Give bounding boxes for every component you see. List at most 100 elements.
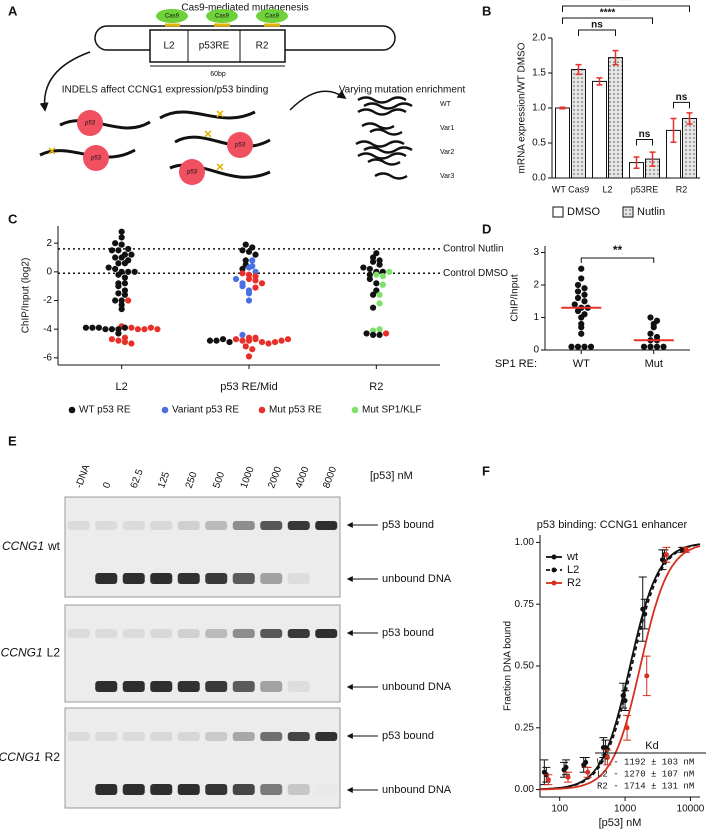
data-point (95, 324, 103, 331)
legend-marker (161, 406, 169, 414)
data-point (125, 297, 132, 304)
mutation-mark: × (48, 143, 56, 159)
gel-band (122, 732, 145, 741)
segment-label: L2 (163, 41, 175, 52)
segment-label: R2 (256, 41, 269, 52)
data-point (574, 281, 582, 289)
gel-band (177, 573, 200, 584)
data-point (360, 264, 367, 271)
y-axis-label: mRNA expression/WT DMSO (517, 42, 528, 173)
gel-row-label: CCNG1 wt (2, 539, 61, 553)
x-tick-label: WT (573, 358, 590, 370)
x-axis-label: SP1 RE: (495, 358, 537, 370)
gel-band (232, 521, 255, 530)
chart-title: p53 binding: CCNG1 enhancer (537, 519, 688, 531)
data-point (245, 271, 253, 278)
y-tick-label: -6 (43, 352, 52, 363)
data-point (373, 280, 380, 287)
data-point (128, 340, 135, 347)
lane-label: 62.5 (129, 467, 146, 489)
data-point (115, 271, 122, 278)
x-tick-label: L2 (602, 184, 612, 194)
variant-label: Var3 (440, 173, 454, 180)
p53-protein (179, 159, 205, 185)
protein-label: p53 (90, 156, 102, 162)
data-point (249, 346, 256, 353)
x-tick-label: WT Cas9 (552, 184, 589, 194)
x-tick-label: 10000 (677, 804, 705, 815)
data-point (115, 326, 122, 333)
lane-label: 8000 (321, 465, 339, 490)
data-point (118, 306, 125, 313)
error-bar (633, 156, 640, 169)
data-point (265, 340, 272, 347)
lane-label: 1000 (239, 465, 257, 490)
gel-band (150, 784, 173, 795)
data-point (121, 291, 129, 298)
data-point (624, 725, 630, 731)
gel-band (95, 681, 118, 692)
data-point (112, 265, 119, 273)
gel-row-label: CCNG1 R2 (0, 750, 60, 764)
significance-label: ns (639, 129, 651, 140)
variant-label: WT (440, 101, 452, 108)
legend-label: Variant p53 RE (172, 405, 239, 416)
data-point (369, 258, 377, 265)
gel-band (287, 521, 310, 530)
y-tick-label: 1.00 (515, 537, 535, 548)
gel-band (177, 629, 200, 638)
y-tick-label: 0.50 (515, 661, 535, 672)
data-point (574, 288, 582, 295)
data-point (640, 343, 648, 350)
data-point (642, 611, 648, 617)
data-point (663, 552, 669, 558)
legend-label: R2 (567, 577, 581, 589)
data-point (369, 331, 377, 339)
significance-label: **** (618, 0, 634, 7)
x-tick-label: R2 (369, 381, 383, 393)
data-point (587, 343, 595, 350)
gel-band (122, 573, 145, 584)
data-point (131, 268, 138, 275)
data-point (581, 298, 588, 305)
gel-variant: R2 (45, 750, 61, 764)
x-tick-label: 100 (551, 804, 568, 815)
lane-label: 0 (101, 481, 113, 490)
bar (682, 118, 697, 179)
legend-label: WT p53 RE (79, 405, 131, 416)
dna (159, 110, 256, 120)
gel-band (95, 784, 118, 795)
data-point (366, 265, 373, 273)
protein-label: p53 (234, 143, 246, 149)
significance-label: ns (591, 20, 603, 31)
panel-label: A (8, 3, 18, 18)
y-axis-label: Fraction DNA bound (503, 621, 514, 711)
data-point (239, 247, 246, 254)
data-point (252, 277, 259, 284)
significance-label: ** (613, 243, 623, 257)
data-point (118, 297, 125, 304)
data-point (386, 268, 393, 275)
legend-marker (351, 406, 359, 414)
data-point (366, 271, 373, 278)
cas9-label: Cas9 (265, 14, 280, 20)
data-point (258, 338, 266, 346)
data-point (565, 774, 571, 780)
fit-curve (539, 543, 701, 791)
band-label: p53 bound (382, 627, 434, 639)
gel-band (287, 732, 310, 741)
legend-label: Mut SP1/KLF (362, 405, 421, 416)
y-tick-label: 2.0 (532, 33, 546, 44)
data-point (379, 273, 386, 280)
cas9-label: Cas9 (215, 14, 230, 20)
data-point (115, 337, 122, 344)
y-tick-label: 1.5 (532, 68, 546, 79)
panel-label: C (8, 211, 18, 226)
data-point (121, 334, 129, 341)
gel-band (232, 629, 255, 638)
data-point (252, 336, 259, 343)
gel-band (205, 521, 228, 530)
data-point (252, 284, 259, 291)
data-point (578, 314, 585, 321)
table-row: L2 - 1270 ± 107 nM (597, 769, 694, 779)
